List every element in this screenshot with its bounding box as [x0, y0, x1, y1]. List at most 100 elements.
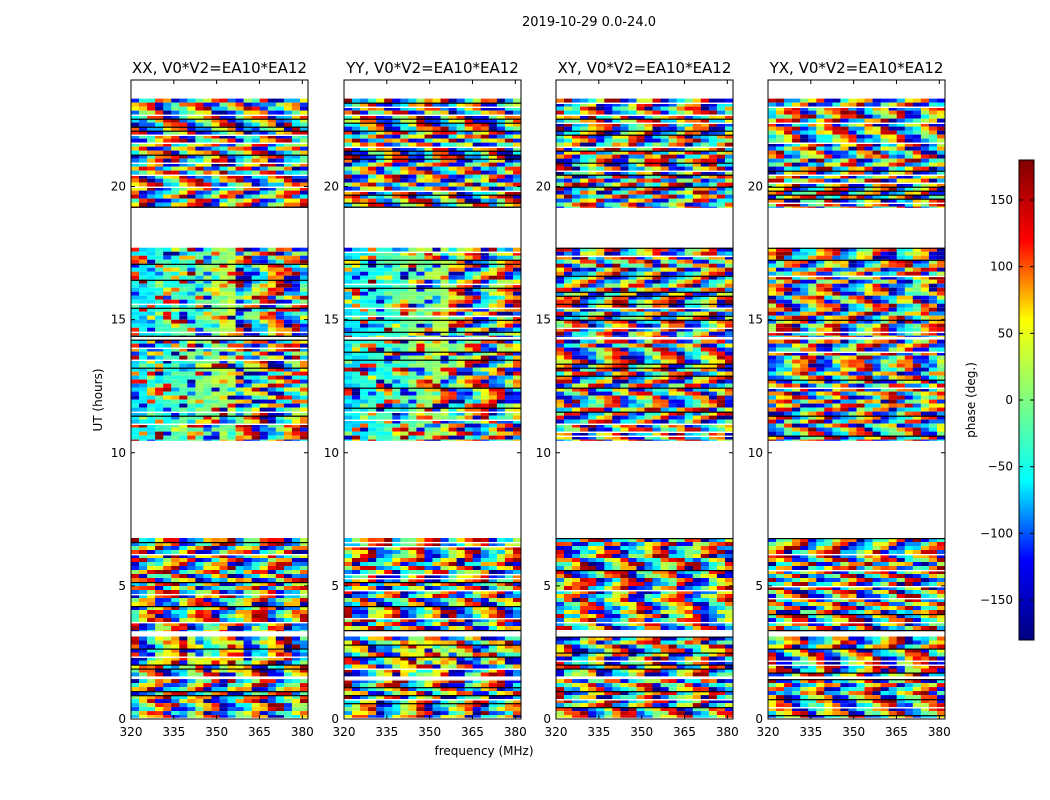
phase-cell: [291, 283, 301, 288]
phase-cell: [131, 130, 140, 135]
phase-cell: [392, 636, 401, 641]
phase-cell: [227, 660, 236, 665]
phase-cell: [513, 415, 522, 420]
phase-cell: [384, 110, 393, 115]
phase-cell: [504, 263, 514, 268]
phase-cell: [464, 640, 474, 645]
phase-cell: [472, 287, 482, 292]
phase-cell: [243, 644, 252, 649]
phase-cell: [472, 110, 482, 115]
phase-cell: [211, 367, 220, 372]
phase-cell: [147, 699, 156, 704]
phase-cell: [131, 636, 140, 641]
phase-cell: [513, 118, 522, 123]
phase-cell: [187, 578, 196, 582]
phase-cell: [352, 699, 361, 704]
figure-title: 2019-10-29 0.0-24.0: [522, 15, 656, 30]
phase-cell: [352, 542, 361, 546]
phase-cell: [211, 355, 220, 360]
phase-cell: [416, 652, 425, 657]
phase-cell: [464, 411, 474, 416]
phase-cell: [376, 407, 385, 412]
phase-cell: [275, 263, 285, 268]
phase-cell: [131, 610, 140, 614]
phase-cell: [456, 343, 465, 348]
phase-cell: [352, 395, 361, 400]
phase-cell: [416, 403, 425, 408]
phase-cell: [504, 550, 514, 554]
phase-cell: [496, 554, 506, 558]
phase-cell: [448, 379, 457, 384]
phase-cell: [300, 668, 309, 673]
phase-cell: [432, 598, 441, 602]
phase-cell: [131, 679, 140, 684]
phase-cell: [219, 618, 228, 622]
phase-cell: [300, 198, 309, 203]
phase-cell: [251, 182, 261, 187]
phase-cell: [283, 174, 293, 179]
phase-cell: [251, 550, 261, 554]
phase-cell: [456, 315, 465, 320]
phase-cell: [171, 363, 180, 368]
phase-cell: [283, 574, 293, 578]
phase-cell: [275, 158, 285, 163]
phase-cell: [227, 150, 236, 155]
phase-cell: [155, 566, 164, 570]
phase-cell: [456, 687, 465, 692]
phase-cell: [432, 307, 441, 312]
phase-cell: [131, 275, 140, 280]
phase-cell: [448, 423, 457, 428]
phase-cell: [243, 582, 252, 586]
phase-cell: [155, 439, 164, 441]
phase-cell: [211, 672, 220, 677]
phase-cell: [179, 295, 188, 300]
phase-cell: [203, 570, 212, 574]
phase-cell: [368, 622, 377, 626]
phase-cell: [291, 375, 301, 380]
phase-cell: [368, 299, 377, 304]
phase-cell: [352, 562, 361, 566]
phase-cell: [171, 640, 180, 645]
phase-cell: [344, 307, 353, 312]
phase-cell: [283, 614, 293, 618]
phase-cell: [440, 435, 449, 440]
phase-cell: [227, 138, 236, 143]
phase-cell: [219, 138, 228, 143]
phase-cell: [300, 648, 309, 653]
phase-cell: [155, 644, 164, 649]
phase-cell: [448, 679, 457, 684]
phase-cell: [456, 598, 465, 602]
phase-cell: [344, 335, 353, 337]
phase-cell: [251, 703, 261, 708]
phase-cell: [456, 606, 465, 610]
phase-cell: [368, 558, 377, 562]
phase-cell: [408, 351, 417, 356]
phase-cell: [139, 363, 148, 368]
phase-cell: [424, 315, 433, 320]
phase-cell: [504, 343, 514, 348]
phase-cell: [360, 98, 369, 103]
phase-cell: [496, 687, 506, 692]
phase-cell: [235, 715, 244, 718]
phase-cell: [440, 427, 449, 432]
phase-cell: [400, 323, 409, 328]
phase-cell: [179, 166, 188, 171]
phase-cell: [291, 198, 301, 203]
phase-cell: [456, 672, 465, 677]
phase-cell: [275, 703, 285, 708]
phase-cell: [456, 695, 465, 700]
phase-cell: [291, 570, 301, 574]
phase-cell: [131, 110, 140, 115]
phase-cell: [513, 715, 522, 718]
phase-cell: [259, 98, 269, 103]
phase-cell: [147, 259, 156, 264]
phase-cell: [496, 695, 506, 700]
phase-cell: [384, 367, 393, 372]
phase-cell: [251, 315, 261, 320]
phase-cell: [392, 594, 401, 598]
phase-cell: [472, 323, 482, 328]
phase-cell: [259, 355, 269, 360]
phase-cell: [179, 291, 188, 296]
phase-cell: [187, 142, 196, 147]
phase-cell: [291, 431, 301, 436]
